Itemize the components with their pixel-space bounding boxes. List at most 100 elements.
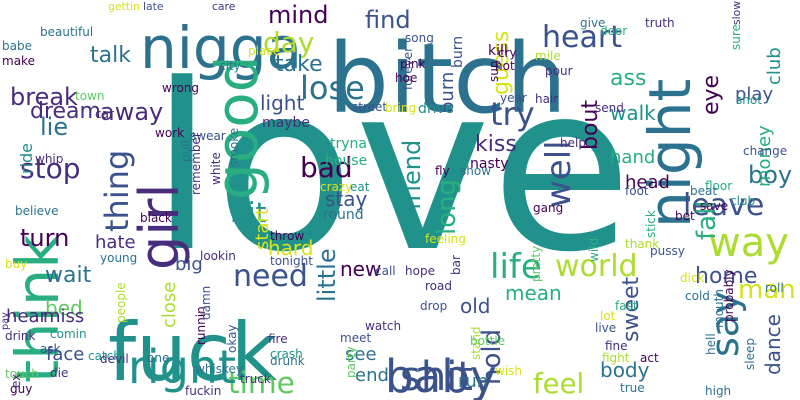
word-need: need [233, 259, 308, 294]
word-guess: guess [489, 31, 514, 95]
word-work: work [155, 126, 184, 140]
word-help: help [560, 136, 586, 150]
word-life: life [490, 247, 542, 287]
word-beat: beat [690, 184, 717, 198]
word-drop: drop [420, 299, 447, 313]
word-call: call [375, 264, 396, 278]
word-boy: boy [748, 161, 792, 189]
word-pour: pour [545, 64, 573, 78]
word-mean: mean [505, 281, 562, 305]
word-one: one [147, 351, 169, 365]
word-stop: stop [20, 152, 80, 185]
word-whip: whip [35, 152, 63, 166]
word-ride: ride [17, 143, 36, 174]
word-friend: friend [398, 140, 426, 210]
word-give: give [580, 16, 605, 30]
word-probably: probably [722, 269, 736, 322]
word-bad: bad [300, 151, 353, 184]
word-wait: wait [45, 263, 92, 288]
word-beautiful: beautiful [40, 25, 93, 39]
word-bet: bet [675, 209, 695, 223]
word-talk: talk [90, 43, 131, 68]
word-damn: damn [199, 286, 213, 320]
word-make: make [2, 54, 35, 68]
word-baby: baby [385, 350, 497, 400]
word-shot: shot [736, 93, 762, 107]
word-bar: bar [449, 255, 463, 275]
word-show: show [460, 164, 491, 178]
word-bed: bed [45, 296, 83, 320]
word-stand: stand [469, 326, 483, 360]
word-kiss: kiss [475, 132, 517, 157]
word-pay: pay [0, 312, 11, 330]
word-party: party [344, 346, 358, 378]
word-club: club [764, 47, 785, 85]
word-girl: girl [128, 184, 191, 270]
word-black: black [140, 211, 172, 225]
word-drunk: drunk [270, 354, 305, 368]
word-change: change [743, 144, 787, 158]
word-high: high [705, 384, 731, 398]
word-long: long [432, 179, 462, 235]
word-mile: mile [535, 49, 561, 63]
word-walk: walk [610, 101, 656, 125]
word-sun: sun [487, 61, 501, 82]
word-sweet: sweet [619, 276, 644, 342]
word-ass: ass [610, 66, 646, 91]
word-live: live [595, 321, 616, 335]
word-devil: devil [100, 352, 129, 366]
word-pull: pull [179, 140, 193, 162]
word-swear: swear [190, 129, 226, 143]
word-hold: hold [477, 329, 507, 385]
word-big: big [175, 254, 203, 275]
word-save: save [700, 199, 728, 213]
word-hand: hand [610, 147, 655, 168]
word-thank: thank [625, 237, 659, 251]
word-gettin: gettin [108, 0, 140, 13]
word-fast: fast [615, 299, 638, 313]
word-smoke: smoke [227, 128, 241, 167]
word-throw: throw [270, 229, 304, 243]
word-roll: roll [765, 281, 784, 295]
word-start: start [252, 208, 273, 250]
word-watch: watch [365, 319, 401, 333]
word-feeling: feeling [425, 232, 466, 246]
word-run: run [458, 371, 488, 392]
word-send: send [595, 101, 624, 115]
word-pretty: pretty [529, 246, 543, 282]
word-good: good [203, 55, 271, 200]
word-song: song [405, 31, 434, 45]
word-dream: dream [30, 99, 101, 124]
word-away: away [100, 98, 163, 126]
word-drink: drink [5, 329, 35, 343]
word-man: man [738, 275, 796, 305]
word-money: money [754, 125, 775, 187]
word-hear: hear [6, 306, 48, 327]
word-sleep: sleep [743, 338, 757, 370]
word-cry: cry [498, 46, 517, 60]
word-year: year [500, 91, 527, 105]
word-pussy: pussy [650, 244, 685, 258]
word-end: end [355, 365, 389, 386]
word-late: late [143, 0, 164, 13]
word-forever: forever [401, 47, 415, 90]
word-face: face [46, 344, 84, 365]
word-body: body [600, 358, 650, 382]
word-lookin: lookin [200, 249, 236, 263]
word-day: day [263, 26, 315, 59]
word-bring: bring [385, 101, 416, 115]
word-home: home [695, 264, 757, 289]
word-stay: stay [325, 187, 368, 211]
word-love: love [150, 36, 632, 303]
word-lot: lot [600, 309, 616, 323]
word-lose: lose [300, 69, 365, 107]
word-fire: fire [268, 332, 288, 346]
word-round: round [323, 207, 364, 223]
word-floor: floor [705, 179, 732, 193]
word-town: town [75, 89, 104, 103]
word-tonight: tonight [270, 254, 313, 268]
word-drive: drive [418, 101, 453, 117]
word-die: die [50, 366, 68, 380]
